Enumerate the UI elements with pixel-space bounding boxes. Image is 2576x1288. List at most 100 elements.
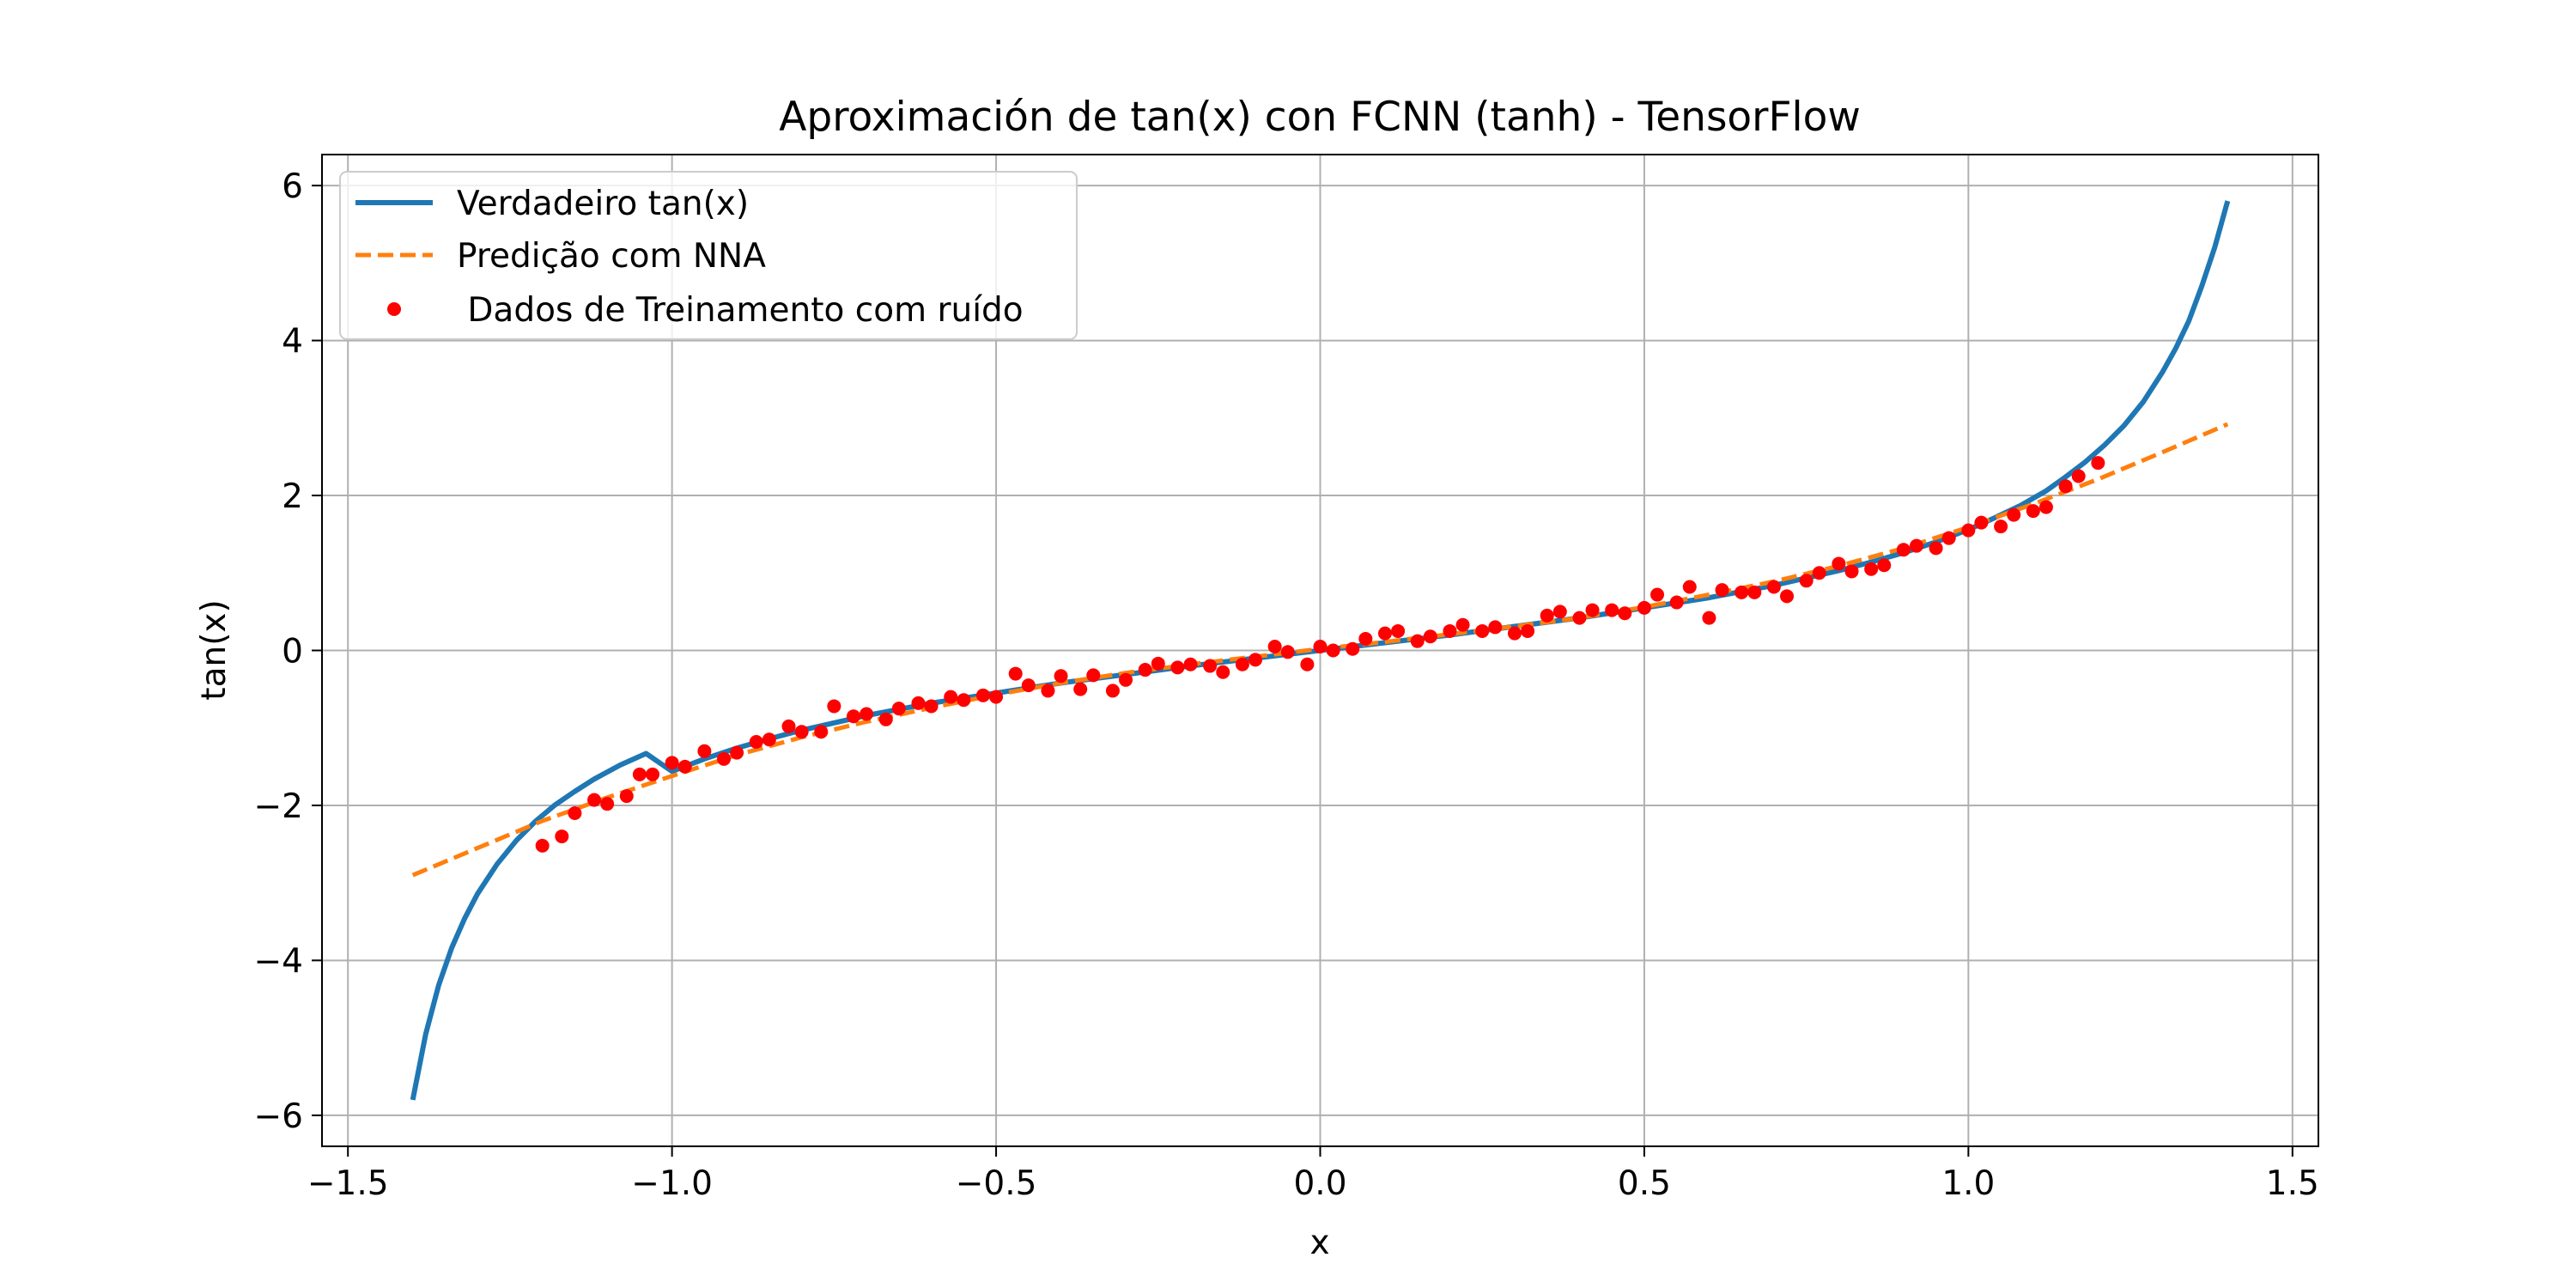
scatter-point	[1766, 580, 1781, 594]
scatter-point	[781, 719, 796, 733]
scatter-point	[2026, 504, 2040, 519]
scatter-point	[1929, 541, 1943, 556]
scatter-point	[1812, 566, 1826, 580]
scatter-point	[846, 709, 860, 724]
scatter-point	[2038, 500, 2053, 514]
scatter-point	[1799, 574, 1814, 588]
legend-label-true-tan: Verdadeiro tan(x)	[457, 185, 749, 223]
scatter-point	[975, 688, 990, 702]
scatter-point	[1585, 603, 1600, 617]
scatter-point	[1896, 543, 1911, 557]
scatter-point	[632, 767, 647, 781]
scatter-point	[677, 759, 692, 774]
scatter-point	[1864, 562, 1879, 576]
x-tick-label: −0.5	[956, 1164, 1037, 1203]
x-tick-label: 1.5	[2266, 1164, 2319, 1203]
scatter-point	[1618, 606, 1632, 621]
scatter-point	[2007, 507, 2021, 522]
scatter-point	[1507, 626, 1522, 641]
x-tick-label: −1.5	[307, 1164, 389, 1203]
chart-title: Aproximación de tan(x) con FCNN (tanh) -…	[779, 94, 1861, 141]
scatter-point	[730, 745, 744, 760]
scatter-point	[2091, 456, 2105, 471]
scatter-point	[1780, 589, 1795, 604]
scatter-point	[1300, 657, 1315, 671]
scatter-point	[1605, 603, 1619, 617]
x-tick-label: 1.0	[1941, 1164, 1995, 1203]
scatter-point	[717, 751, 732, 766]
scatter-point	[1119, 672, 1133, 687]
scatter-point	[1552, 605, 1567, 619]
scatter-point	[619, 789, 634, 804]
scatter-point	[1475, 623, 1490, 638]
legend-swatch-training-data	[387, 302, 401, 316]
y-tick-label: 0	[282, 633, 303, 671]
scatter-point	[1410, 634, 1425, 648]
scatter-point	[1637, 600, 1651, 615]
scatter-point	[568, 805, 582, 820]
scatter-point	[1041, 683, 1055, 698]
scatter-point	[749, 734, 763, 749]
scatter-point	[1521, 623, 1535, 638]
scatter-point	[535, 838, 550, 853]
scatter-point	[1488, 620, 1503, 635]
scatter-point	[860, 707, 874, 721]
y-tick-label: −2	[254, 787, 304, 826]
y-tick-label: 4	[282, 323, 303, 361]
scatter-point	[1021, 678, 1036, 693]
scatter-point	[1572, 611, 1587, 625]
scatter-point	[1235, 657, 1249, 671]
x-tick-label: −1.0	[631, 1164, 713, 1203]
y-tick-label: 2	[282, 477, 303, 516]
scatter-point	[1008, 666, 1023, 681]
scatter-point	[924, 699, 939, 714]
scatter-point	[697, 744, 712, 758]
scatter-point	[1105, 683, 1120, 698]
scatter-point	[1183, 657, 1198, 671]
scatter-point	[1170, 660, 1185, 675]
scatter-point	[911, 696, 926, 710]
scatter-point	[1391, 623, 1406, 638]
scatter-point	[2071, 469, 2086, 483]
scatter-point	[1877, 558, 1892, 573]
x-axis-label: x	[1309, 1224, 1329, 1262]
ticks: −1.5 −1.0 −0.5 0.0 0.5 1.0 1.5 −6 −4 −2 0 2 4 6	[254, 167, 2319, 1203]
scatter-point	[1455, 617, 1470, 632]
scatter-point	[878, 712, 893, 726]
scatter-point	[555, 829, 569, 844]
scatter-point	[1054, 669, 1068, 683]
y-axis-label: tan(x)	[195, 599, 234, 700]
scatter-point	[1909, 538, 1923, 553]
scatter-point	[814, 725, 829, 739]
x-tick-label: 0.0	[1293, 1164, 1346, 1203]
y-tick-label: 6	[282, 167, 303, 206]
scatter-point	[1844, 564, 1859, 579]
scatter-point	[1443, 623, 1457, 638]
scatter-point	[944, 690, 958, 704]
x-tick-label: 0.5	[1618, 1164, 1671, 1203]
scatter-point	[827, 699, 841, 714]
legend: Verdadeiro tan(x) Predição com NNA Dados…	[339, 171, 1078, 340]
scatter-point	[1313, 639, 1327, 653]
scatter-point	[1138, 663, 1152, 677]
scatter-point	[665, 756, 679, 770]
scatter-point	[1669, 595, 1684, 610]
legend-box	[339, 171, 1078, 340]
scatter-point	[1974, 515, 1989, 530]
scatter-point	[1650, 587, 1665, 602]
scatter-point	[794, 725, 809, 739]
scatter-point	[1346, 641, 1360, 656]
scatter-point	[762, 732, 776, 747]
scatter-point	[1216, 665, 1230, 679]
plot-area	[410, 200, 2231, 1101]
scatter-point	[1715, 583, 1729, 598]
scatter-point	[989, 690, 1004, 704]
scatter-point	[1702, 611, 1716, 625]
scatter-point	[1267, 639, 1282, 653]
y-tick-label: −4	[254, 942, 304, 981]
scatter-point	[1358, 631, 1373, 646]
legend-label-training-data: Dados de Treinamento com ruído	[457, 291, 1024, 330]
scatter-point	[1073, 682, 1088, 696]
y-tick-label: −6	[254, 1097, 304, 1136]
